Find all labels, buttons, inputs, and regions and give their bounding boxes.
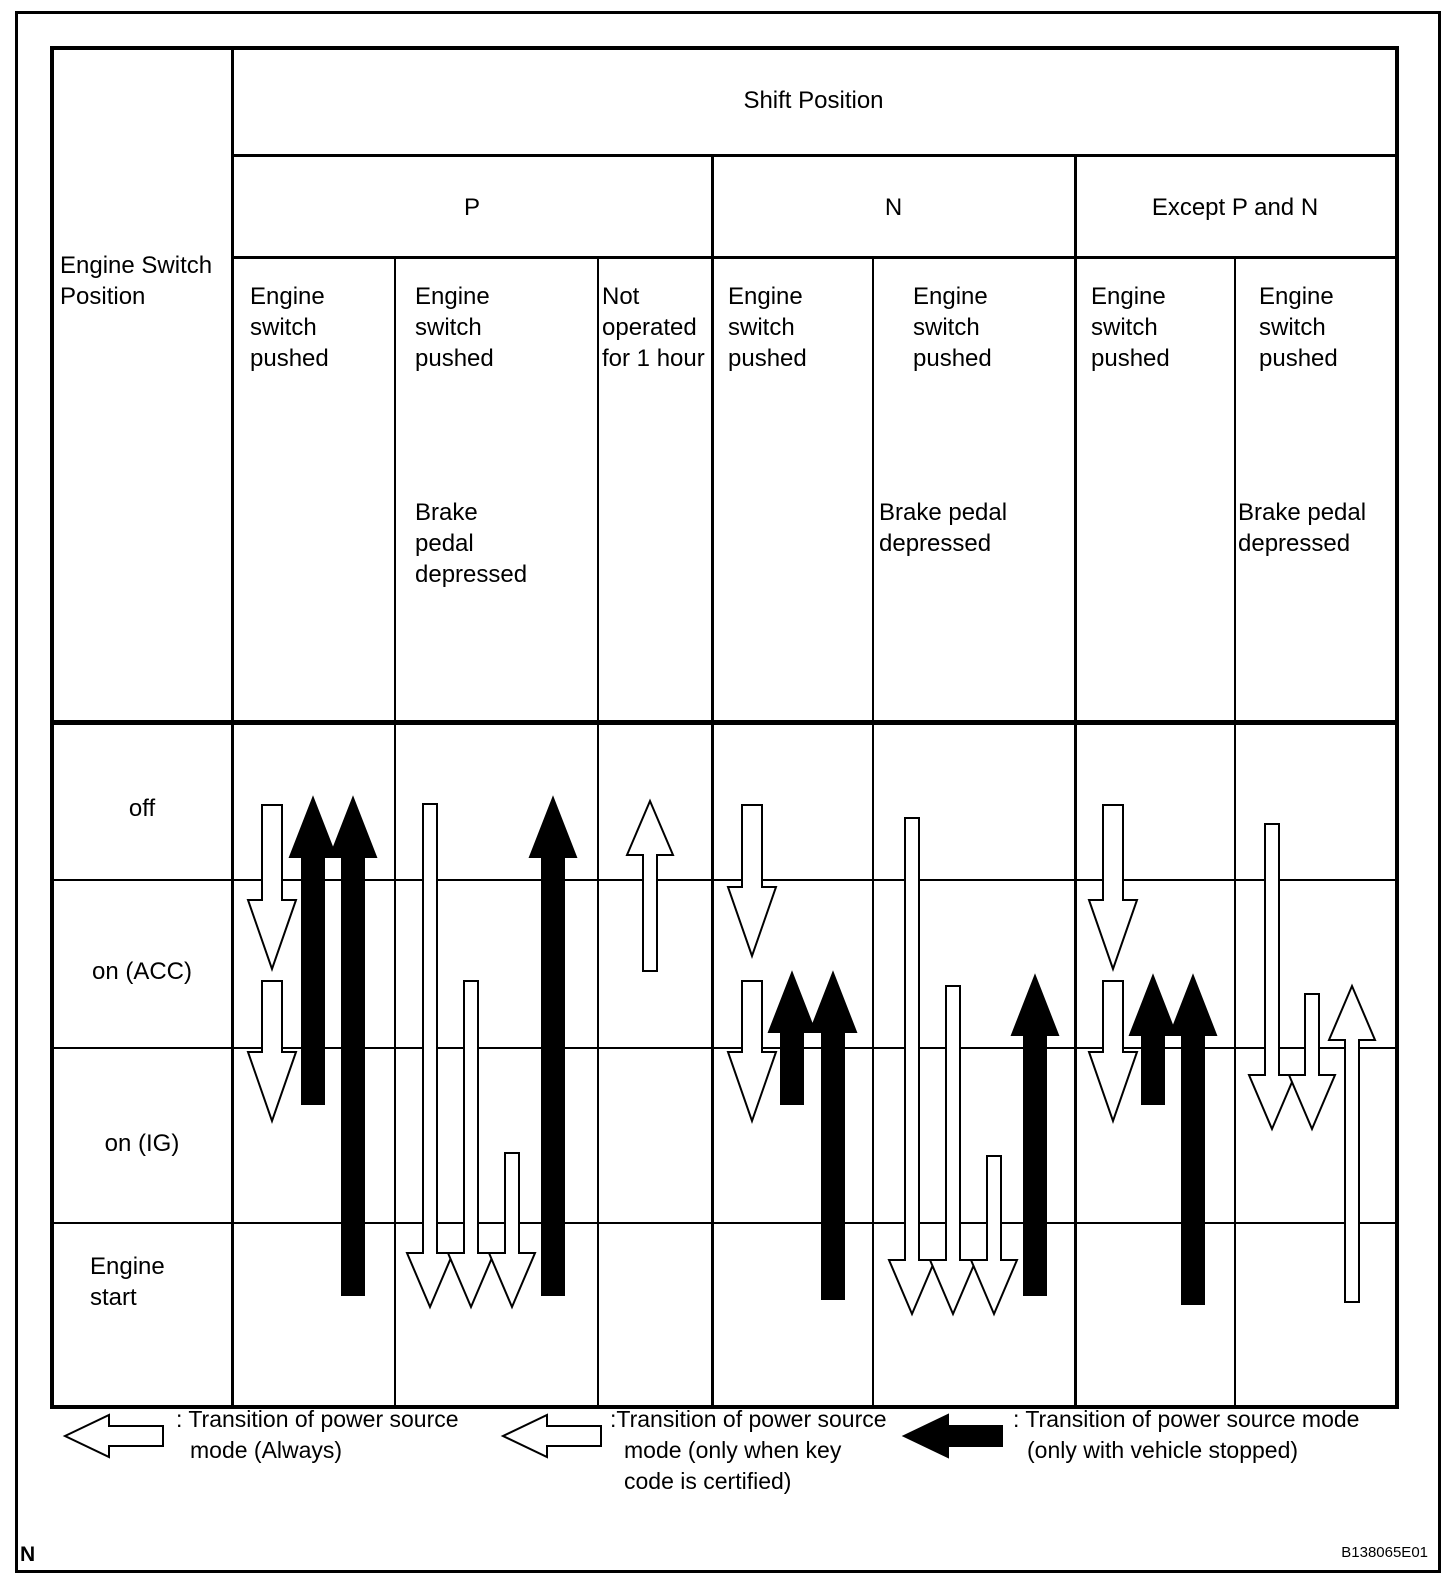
column-header-e2-bottom: Brake pedal depressed <box>1238 499 1367 557</box>
corner-label-engine-switch-position: Engine Switch Position <box>60 252 213 310</box>
row-label-engine-start: Engine start <box>90 1253 165 1311</box>
legend-stopped-line1: : Transition of power source mode <box>1013 1406 1360 1432</box>
transition-arrow-vehicle_stopped-up <box>1168 973 1218 1305</box>
grid-hline <box>232 153 1395 157</box>
transition-arrow-always-down <box>246 980 298 1125</box>
column-header-n1-top: Engine switch pushed <box>728 283 807 372</box>
grid-vline <box>872 257 874 1405</box>
transition-arrow-always-down <box>1087 804 1139 973</box>
transition-arrow-always-down <box>246 804 298 973</box>
row-label-off: off <box>128 795 156 822</box>
transition-arrow-vehicle_stopped-up <box>1128 973 1178 1105</box>
column-header-p1-top: Engine switch pushed <box>250 283 329 372</box>
column-header-n2-bottom: Brake pedal depressed <box>879 499 1008 557</box>
transition-arrow-key_certified-down <box>1287 993 1337 1132</box>
page-border <box>15 11 1441 1573</box>
grid-hline <box>232 255 1395 259</box>
legend-label-always: : Transition of power source mode (Alway… <box>176 1404 476 1466</box>
transition-arrow-key_certified-down <box>487 1152 537 1310</box>
grid-vline <box>597 257 599 1405</box>
legend-stopped-line2: (only with vehicle stopped) <box>1027 1437 1299 1463</box>
legend-key-line3: code is certified) <box>624 1468 792 1494</box>
transition-arrow-key_certified-down <box>1247 823 1297 1132</box>
legend-key-line2: mode (only when key <box>624 1437 842 1463</box>
shift-position-header: Shift Position <box>743 87 884 114</box>
group-label-except-p-and-n: Except P and N <box>1151 194 1319 221</box>
doc-code: B138065E01 <box>1341 1544 1428 1561</box>
transition-arrow-key_certified-down <box>969 1155 1019 1317</box>
transition-arrow-key_certified-down <box>887 817 937 1317</box>
legend-label-vehicle-stopped: : Transition of power source mode (only … <box>1013 1404 1373 1466</box>
transition-arrow-key_certified-down <box>446 980 496 1310</box>
row-label-on-ig: on (IG) <box>104 1130 180 1157</box>
legend-arrow-key-certified-icon <box>500 1413 602 1459</box>
transition-arrow-key_certified-up <box>1327 983 1377 1303</box>
grid-vline <box>710 155 714 1405</box>
transition-arrow-vehicle_stopped-up <box>767 970 817 1105</box>
grid-vline <box>1234 257 1236 1405</box>
grid-vline <box>1073 155 1077 1405</box>
grid-vline <box>230 48 234 1405</box>
column-header-p2-top: Engine switch pushed <box>415 283 494 372</box>
transition-arrow-vehicle_stopped-up <box>528 795 578 1296</box>
transition-arrow-always-down <box>726 980 778 1125</box>
legend-label-key-certified: :Transition of power source mode (only w… <box>610 1404 910 1497</box>
column-header-p3-top: Not operated for 1 hour <box>602 283 705 372</box>
transition-arrow-vehicle_stopped-up <box>328 795 378 1296</box>
grid-vline <box>394 257 396 1405</box>
transition-arrow-always-down <box>1087 980 1139 1125</box>
transition-arrow-vehicle_stopped-up <box>288 795 338 1105</box>
group-label-n: N <box>884 194 903 221</box>
grid-hline <box>52 1222 1395 1224</box>
transition-arrow-always-down <box>726 804 778 960</box>
column-header-e2-top: Engine switch pushed <box>1259 283 1338 372</box>
transition-arrow-vehicle_stopped-up <box>1010 973 1060 1296</box>
grid-hline <box>52 1047 1395 1049</box>
legend-key-line1: :Transition of power source <box>610 1406 887 1432</box>
grid-hline <box>52 879 1395 881</box>
transition-arrow-key_certified-down <box>405 803 455 1310</box>
column-header-n2-top: Engine switch pushed <box>913 283 992 372</box>
group-label-p: P <box>463 194 480 221</box>
column-header-e1-top: Engine switch pushed <box>1091 283 1170 372</box>
legend-arrow-always-icon <box>62 1413 164 1459</box>
transition-arrow-key_certified-down <box>928 985 978 1317</box>
page-footnote-n: N <box>20 1543 36 1566</box>
grid-hline <box>52 719 1395 725</box>
figure-table-border <box>50 46 1399 1409</box>
column-header-p2-bottom: Brake pedal depressed <box>415 499 528 588</box>
legend-always-line1: : Transition of power source <box>176 1406 459 1432</box>
legend-always-line2: mode (Always) <box>190 1437 343 1463</box>
transition-arrow-key_certified-up <box>625 798 675 972</box>
row-label-on-acc: on (ACC) <box>91 958 193 985</box>
legend-arrow-vehicle-stopped-icon <box>901 1413 1003 1459</box>
transition-arrow-vehicle_stopped-up <box>808 970 858 1300</box>
